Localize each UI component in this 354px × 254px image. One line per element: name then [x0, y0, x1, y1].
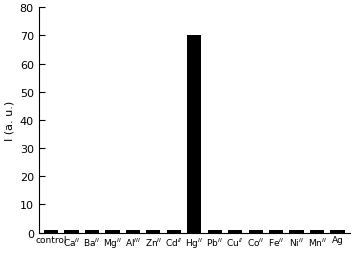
Y-axis label: I (a. u.): I (a. u.) [4, 100, 14, 140]
Bar [167, 230, 181, 233]
Bar [126, 230, 140, 233]
Bar [85, 230, 99, 233]
Bar [249, 230, 263, 233]
Bar [146, 230, 160, 233]
Bar [330, 230, 345, 233]
Bar [269, 230, 283, 233]
Bar [44, 230, 58, 233]
Bar [310, 230, 324, 233]
Bar [187, 36, 201, 233]
Bar [105, 230, 120, 233]
Bar [64, 230, 79, 233]
Bar [228, 230, 242, 233]
Bar [207, 230, 222, 233]
Bar [290, 230, 304, 233]
